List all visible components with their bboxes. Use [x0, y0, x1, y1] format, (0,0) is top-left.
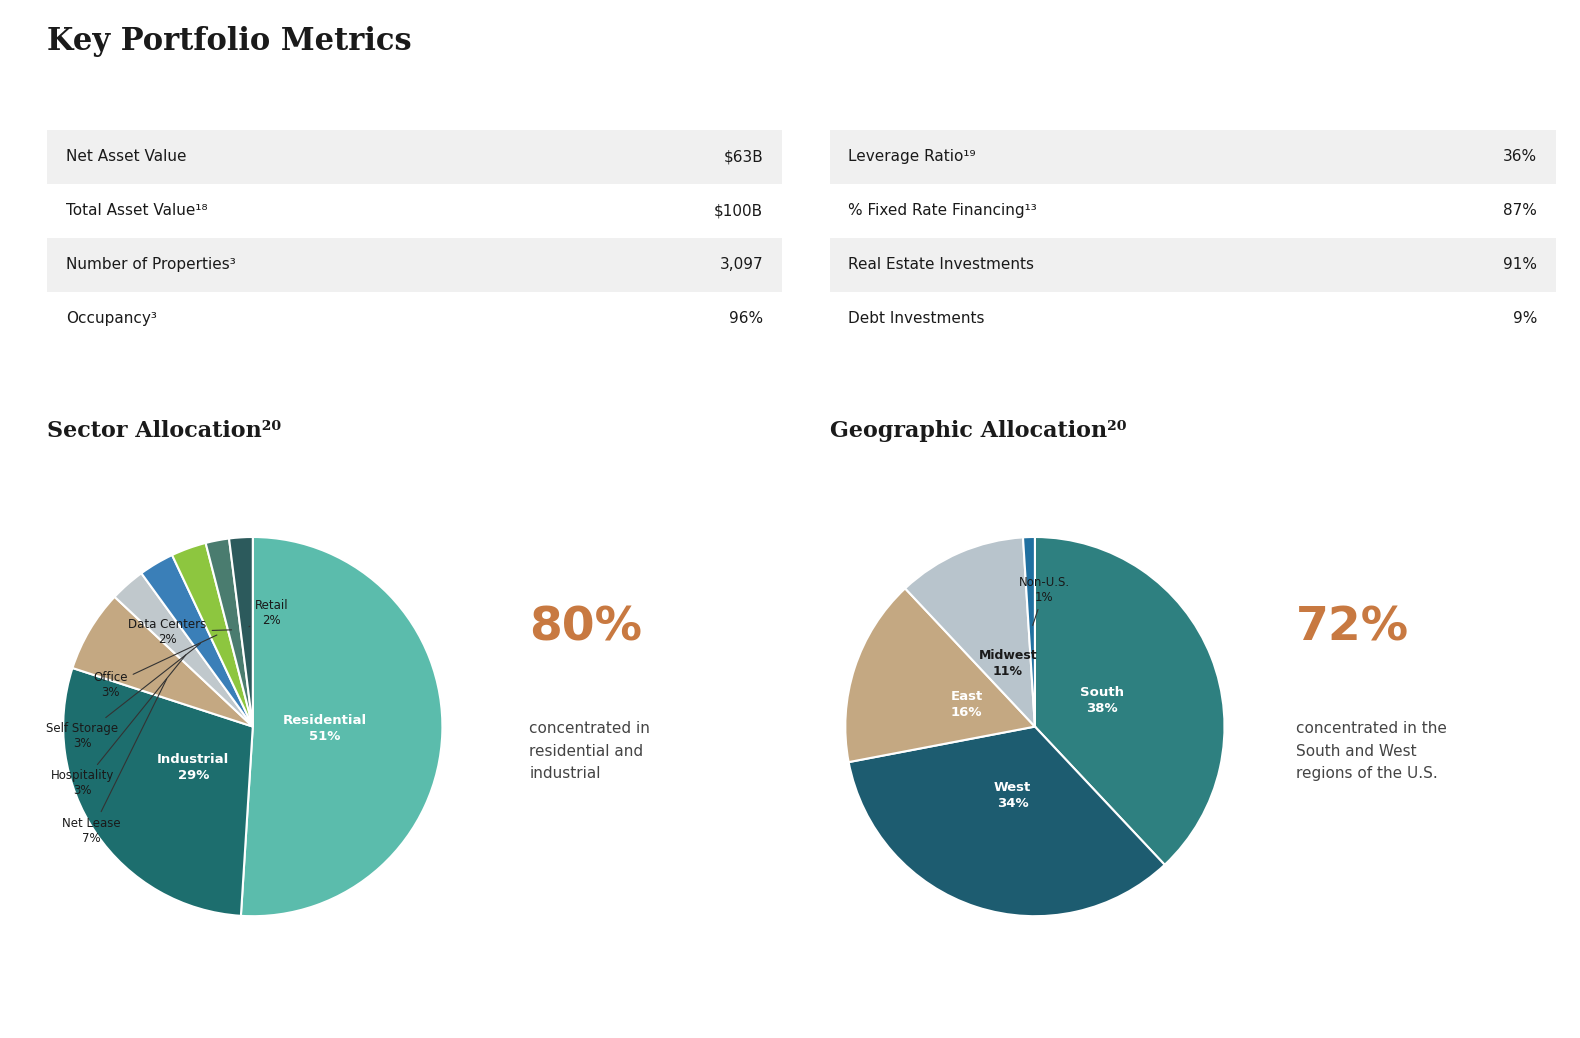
Text: Hospitality
3%: Hospitality 3% [51, 655, 186, 797]
Text: 96%: 96% [728, 311, 763, 326]
Text: Occupancy³: Occupancy³ [66, 311, 158, 326]
Text: Office
3%: Office 3% [93, 635, 216, 699]
Text: South
38%: South 38% [1079, 685, 1123, 714]
Text: Self Storage
3%: Self Storage 3% [46, 644, 201, 750]
Text: 80%: 80% [529, 605, 643, 651]
Text: Key Portfolio Metrics: Key Portfolio Metrics [47, 26, 412, 57]
Wedge shape [229, 537, 253, 727]
Text: Net Asset Value: Net Asset Value [66, 149, 186, 164]
Text: Residential
51%: Residential 51% [283, 714, 367, 743]
Text: Data Centers
2%: Data Centers 2% [128, 618, 232, 646]
Wedge shape [1035, 537, 1224, 865]
Text: Debt Investments: Debt Investments [848, 311, 984, 326]
Text: 87%: 87% [1504, 203, 1537, 218]
Wedge shape [63, 668, 253, 916]
Text: Real Estate Investments: Real Estate Investments [848, 257, 1035, 272]
Text: 3,097: 3,097 [719, 257, 763, 272]
Text: Midwest
11%: Midwest 11% [978, 650, 1036, 679]
Text: 91%: 91% [1503, 257, 1537, 272]
Text: Retail
2%: Retail 2% [250, 599, 289, 627]
Wedge shape [240, 537, 442, 917]
Text: 9%: 9% [1514, 311, 1537, 326]
Text: 72%: 72% [1296, 605, 1409, 651]
Text: concentrated in
residential and
industrial: concentrated in residential and industri… [529, 721, 651, 781]
Text: % Fixed Rate Financing¹³: % Fixed Rate Financing¹³ [848, 203, 1036, 218]
Text: Geographic Allocation²⁰: Geographic Allocation²⁰ [830, 420, 1127, 442]
Text: Non-U.S.
1%: Non-U.S. 1% [1019, 576, 1070, 626]
Wedge shape [172, 543, 253, 727]
Wedge shape [905, 538, 1035, 727]
Wedge shape [141, 555, 253, 727]
Text: Total Asset Value¹⁸: Total Asset Value¹⁸ [66, 203, 209, 218]
Text: Leverage Ratio¹⁹: Leverage Ratio¹⁹ [848, 149, 976, 164]
Text: West
34%: West 34% [994, 781, 1032, 810]
Text: Sector Allocation²⁰: Sector Allocation²⁰ [47, 420, 281, 442]
Wedge shape [115, 573, 253, 727]
Text: concentrated in the
South and West
regions of the U.S.: concentrated in the South and West regio… [1296, 721, 1446, 781]
Text: Industrial
29%: Industrial 29% [156, 753, 229, 782]
Text: $100B: $100B [714, 203, 763, 218]
Text: Number of Properties³: Number of Properties³ [66, 257, 235, 272]
Wedge shape [1022, 537, 1035, 727]
Text: Net Lease
7%: Net Lease 7% [62, 679, 167, 845]
Text: 36%: 36% [1503, 149, 1537, 164]
Text: East
16%: East 16% [950, 690, 983, 719]
Text: $63B: $63B [724, 149, 763, 164]
Wedge shape [205, 539, 253, 727]
Wedge shape [848, 727, 1164, 917]
Wedge shape [73, 597, 253, 727]
Wedge shape [845, 589, 1035, 762]
